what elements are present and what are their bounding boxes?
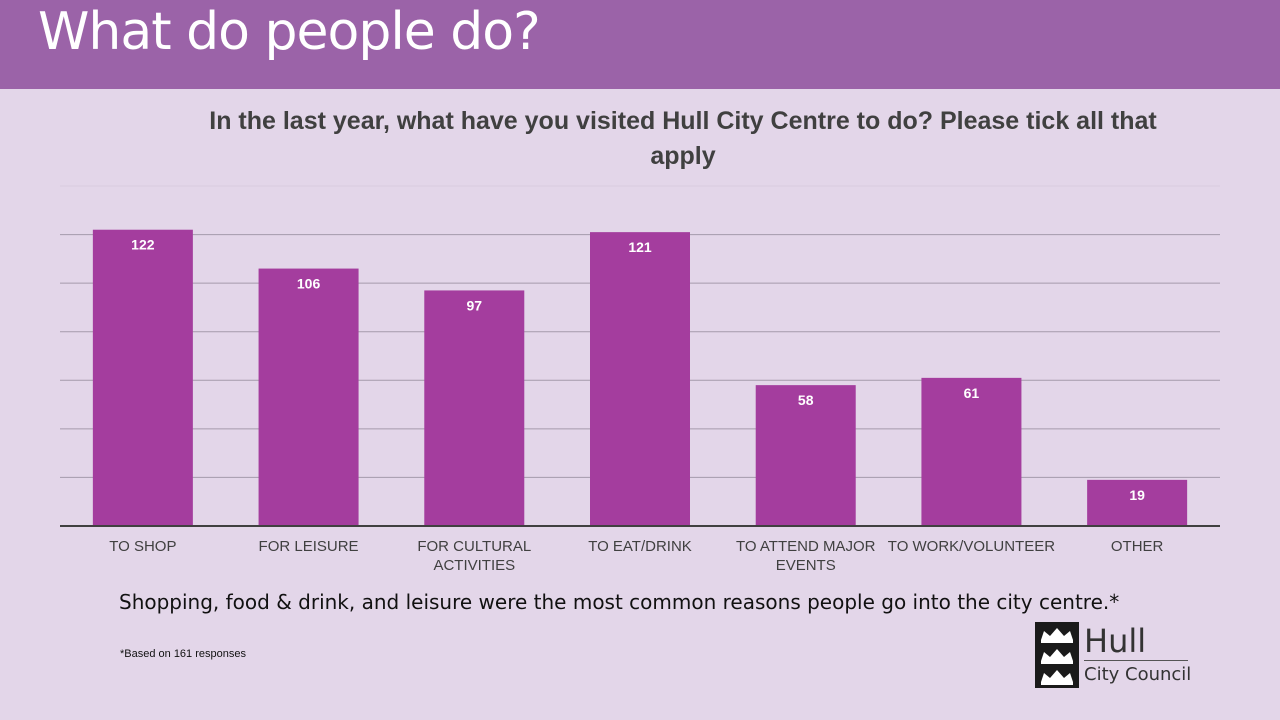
summary-text: Shopping, food & drink, and leisure were… [119,590,1120,614]
category-label: TO WORK/VOLUNTEER [888,538,1055,555]
bar [92,229,193,526]
category-label: TO ATTEND MAJOR [736,538,876,555]
data-label: 106 [297,276,321,292]
category-label: ACTIVITIES [433,557,515,574]
category-label: OTHER [1111,538,1164,555]
category-label: TO EAT/DRINK [588,538,692,555]
category-label: TO SHOP [109,538,176,555]
category-label: EVENTS [776,557,836,574]
crowns-shield-icon [1035,622,1079,688]
bar [590,232,690,526]
category-label: FOR CULTURAL [417,538,531,555]
bar [1087,479,1188,526]
page-title: What do people do? [38,2,541,62]
footnote: *Based on 161 responses [120,648,246,660]
data-label: 97 [466,297,482,313]
data-label: 121 [628,239,652,255]
logo-divider [1084,660,1188,661]
bar [424,290,525,526]
data-label: 58 [798,392,814,408]
chart-title: In the last year, what have you visited … [209,107,1157,170]
data-label: 122 [131,237,155,253]
hull-city-council-logo: Hull City Council [1035,622,1195,688]
category-label: FOR LEISURE [259,538,359,555]
header-banner: What do people do? [0,0,1280,89]
bar [921,377,1022,526]
bar [258,268,359,526]
bar [755,385,856,526]
data-label: 61 [964,385,980,401]
data-label: 19 [1129,487,1145,503]
logo-hull-text: Hull [1084,622,1147,660]
logo-council-text: City Council [1084,664,1192,685]
